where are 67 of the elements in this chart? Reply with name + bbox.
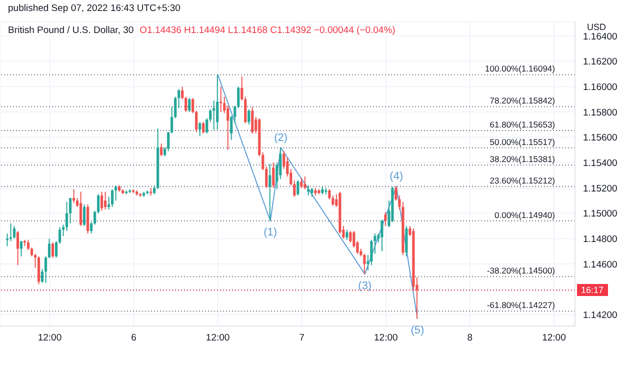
candlestick — [296, 180, 300, 196]
y-axis-title: USD — [587, 22, 606, 32]
y-tick-label: 1.16200 — [583, 56, 618, 68]
candlestick — [346, 229, 348, 240]
annotation: (4) — [390, 170, 404, 182]
candlestick — [251, 106, 254, 134]
candlestick — [82, 204, 86, 226]
y-tick-label: 1.14600 — [583, 259, 618, 270]
candlestick — [51, 242, 54, 258]
ref-line-label: 0.00%(1.14940) — [494, 210, 556, 220]
y-tick-label: 1.16000 — [583, 82, 618, 93]
y-tick-label: 1.15400 — [583, 158, 618, 169]
x-tick-label: 6 — [131, 332, 136, 344]
x-tick-label: 12:00 — [374, 332, 398, 344]
annotation: (1) — [264, 226, 278, 239]
candlestick — [111, 188, 114, 208]
candlestick — [72, 188, 76, 204]
ref-line-label: 23.60%(1.15212) — [490, 175, 556, 186]
candlestick — [212, 100, 216, 130]
candlestick — [100, 191, 104, 212]
candlestick — [188, 98, 191, 112]
line-series — [217, 74, 418, 320]
x-tick-label: 8 — [467, 332, 473, 344]
y-tick-label: 1.15600 — [583, 132, 618, 144]
ref-line-label: 50.00%(1.15517) — [490, 136, 556, 147]
y-tick-label: 1.15800 — [583, 107, 618, 118]
candlestick — [384, 212, 387, 226]
candlestick — [216, 74, 219, 130]
text: published Sep 07, 2022 16:43 UTC+5:30 — [8, 3, 180, 14]
annotation: (5) — [410, 324, 424, 336]
ref-line-label: -38.20%(1.14500) — [486, 266, 556, 276]
annotation: 16:17 — [577, 284, 608, 296]
y-tick-label: 1.14200 — [583, 310, 618, 321]
candlestick — [79, 191, 82, 226]
ref-line-label: -61.80%(1.14227) — [486, 300, 556, 310]
candlestick — [268, 163, 272, 222]
candlestick — [6, 233, 9, 247]
ref-line-label: 61.80%(1.15653) — [490, 120, 556, 130]
candlestick — [202, 122, 205, 134]
candlestick — [198, 122, 202, 136]
x-tick-label: 7 — [299, 332, 305, 344]
chart-subtitle: O1.14436 H1.14494 L1.14168 C1.14392 −0.00044 (−0.04%) — [140, 25, 396, 36]
y-tick-label: 1.16400 — [583, 31, 618, 42]
candlestick — [104, 191, 107, 210]
candlestick — [20, 240, 23, 257]
candlestick — [12, 225, 16, 240]
candlestick — [300, 177, 303, 188]
x-tick-label: 12:00 — [206, 332, 230, 344]
x-tick-label: 12:00 — [38, 332, 62, 344]
candlestick — [248, 108, 250, 126]
candlestick — [160, 143, 163, 157]
ref-line-label: 38.20%(1.15381) — [490, 154, 556, 164]
candlestick — [16, 230, 20, 266]
candlestick — [349, 230, 352, 243]
candlestick — [380, 219, 384, 252]
annotation: (2) — [274, 132, 288, 144]
candlestick — [272, 162, 275, 188]
chart-title: British Pound / U.S. Dollar, 30 — [8, 25, 134, 36]
y-tick-label: 1.15000 — [583, 208, 618, 220]
y-tick-label: 1.15200 — [583, 183, 618, 194]
candlestick — [304, 176, 306, 190]
candlestick — [307, 184, 310, 196]
annotation: (3) — [358, 280, 372, 292]
y-tick-label: 1.14800 — [583, 234, 618, 245]
ref-line-label: 100.00%(1.16094) — [485, 64, 556, 74]
x-tick-label: 12:00 — [542, 332, 566, 344]
ref-line-label: 78.20%(1.15842) — [490, 96, 556, 106]
